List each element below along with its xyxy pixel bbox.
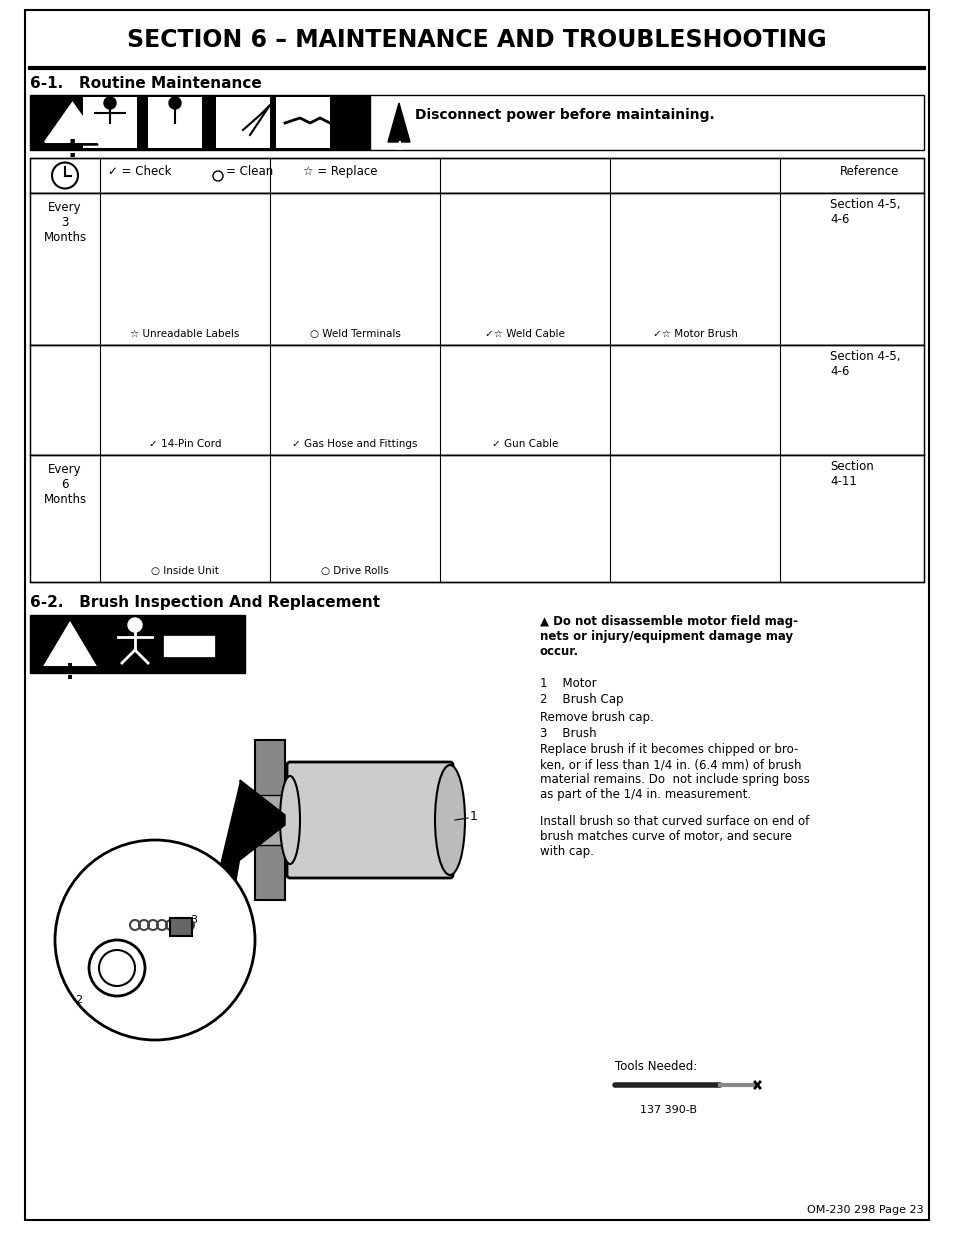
- Bar: [83, 98, 137, 148]
- Bar: [30, 615, 245, 673]
- Bar: [294, 463, 415, 543]
- Bar: [170, 918, 192, 936]
- Circle shape: [213, 170, 223, 182]
- Bar: [275, 98, 330, 148]
- Polygon shape: [45, 103, 100, 142]
- Text: Section
4-11: Section 4-11: [829, 459, 873, 488]
- Text: ☆ = Replace: ☆ = Replace: [303, 165, 377, 178]
- Bar: [30, 95, 370, 149]
- Text: !: !: [65, 663, 75, 683]
- Text: 6-1.   Routine Maintenance: 6-1. Routine Maintenance: [30, 77, 261, 91]
- Bar: [294, 201, 415, 291]
- Text: 3: 3: [190, 915, 196, 925]
- Circle shape: [104, 98, 116, 109]
- Text: ✓☆ Weld Cable: ✓☆ Weld Cable: [484, 329, 564, 338]
- Circle shape: [128, 618, 142, 632]
- Text: = Clean: = Clean: [226, 165, 273, 178]
- Bar: [148, 98, 202, 148]
- Circle shape: [89, 940, 145, 995]
- Ellipse shape: [435, 764, 464, 876]
- Text: ✓ 14-Pin Cord: ✓ 14-Pin Cord: [149, 438, 221, 450]
- Polygon shape: [214, 785, 240, 969]
- Text: Install brush so that curved surface on end of
brush matches curve of motor, and: Install brush so that curved surface on …: [539, 815, 808, 858]
- Text: ✓ = Check: ✓ = Check: [108, 165, 172, 178]
- Text: 6-2.   Brush Inspection And Replacement: 6-2. Brush Inspection And Replacement: [30, 595, 379, 610]
- Bar: [125, 201, 245, 291]
- Text: ▲ Do not disassemble motor field mag-
nets or injury/equipment damage may
occur.: ▲ Do not disassemble motor field mag- ne…: [539, 615, 797, 658]
- Text: Disconnect power before maintaining.: Disconnect power before maintaining.: [415, 107, 714, 122]
- Text: Section 4-5,
4-6: Section 4-5, 4-6: [829, 350, 900, 378]
- Text: Every
3
Months: Every 3 Months: [44, 201, 87, 245]
- Text: ✓ Gun Cable: ✓ Gun Cable: [492, 438, 558, 450]
- Bar: [464, 201, 584, 291]
- Text: Section 4-5,
4-6: Section 4-5, 4-6: [829, 198, 900, 226]
- FancyBboxPatch shape: [287, 762, 453, 878]
- Text: !: !: [67, 138, 77, 162]
- Text: Every
6
Months: Every 6 Months: [44, 463, 87, 506]
- Text: SECTION 6 – MAINTENANCE AND TROUBLESHOOTING: SECTION 6 – MAINTENANCE AND TROUBLESHOOT…: [127, 28, 826, 52]
- Circle shape: [99, 950, 135, 986]
- Text: ○ Inside Unit: ○ Inside Unit: [151, 566, 218, 576]
- Polygon shape: [240, 781, 285, 860]
- Polygon shape: [388, 103, 410, 142]
- Text: !: !: [395, 140, 401, 153]
- Bar: [254, 740, 285, 900]
- Text: 3    Brush: 3 Brush: [539, 727, 596, 740]
- Text: ✓☆ Motor Brush: ✓☆ Motor Brush: [652, 329, 737, 338]
- Text: 137 390-B: 137 390-B: [639, 1105, 697, 1115]
- Polygon shape: [45, 622, 95, 664]
- Text: 1    Motor: 1 Motor: [539, 677, 596, 690]
- Bar: [125, 463, 245, 543]
- Text: 2: 2: [75, 995, 82, 1005]
- Bar: [125, 353, 245, 429]
- Text: OM-230 298 Page 23: OM-230 298 Page 23: [806, 1205, 923, 1215]
- Bar: [163, 635, 214, 657]
- Text: Reference: Reference: [840, 165, 899, 178]
- Ellipse shape: [280, 776, 299, 864]
- Circle shape: [52, 163, 78, 189]
- Bar: [464, 353, 584, 429]
- Text: Tools Needed:: Tools Needed:: [615, 1060, 697, 1073]
- Text: ☆ Unreadable Labels: ☆ Unreadable Labels: [131, 329, 239, 338]
- Bar: [635, 201, 754, 291]
- Bar: [215, 98, 270, 148]
- Bar: [30, 454, 923, 582]
- Bar: [30, 158, 923, 193]
- Bar: [370, 95, 923, 149]
- Text: 1: 1: [470, 810, 477, 823]
- Text: 2    Brush Cap: 2 Brush Cap: [539, 693, 623, 706]
- Bar: [294, 353, 415, 429]
- Text: Remove brush cap.: Remove brush cap.: [539, 711, 653, 724]
- Text: ✓ Gas Hose and Fittings: ✓ Gas Hose and Fittings: [292, 438, 417, 450]
- Text: ○ Weld Terminals: ○ Weld Terminals: [309, 329, 400, 338]
- Bar: [30, 345, 923, 454]
- Bar: [30, 193, 923, 345]
- Polygon shape: [35, 100, 98, 144]
- Text: Replace brush if it becomes chipped or bro-
ken, or if less than 1/4 in. (6.4 mm: Replace brush if it becomes chipped or b…: [539, 743, 809, 802]
- Circle shape: [55, 840, 254, 1040]
- Bar: [245, 795, 294, 845]
- Circle shape: [169, 98, 181, 109]
- Text: ○ Drive Rolls: ○ Drive Rolls: [321, 566, 389, 576]
